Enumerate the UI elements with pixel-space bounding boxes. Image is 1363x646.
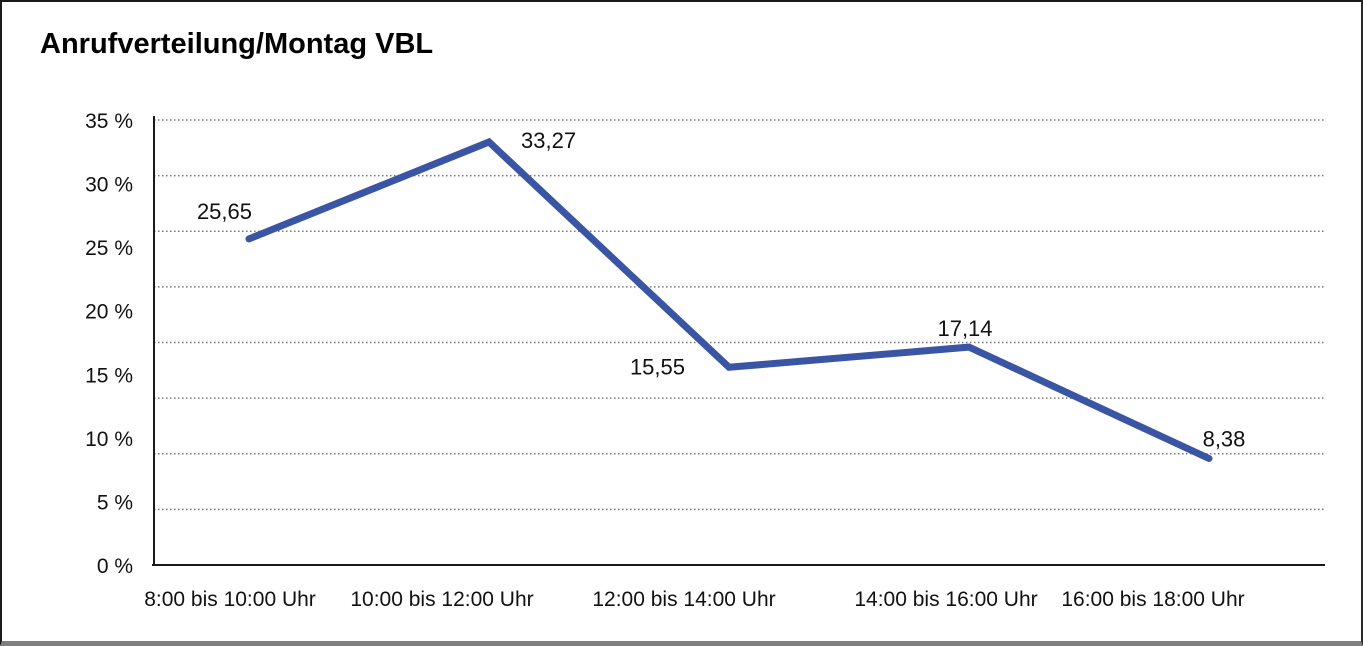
chart-title: Anrufverteilung/Montag VBL — [40, 28, 434, 60]
y-tick-label: 5 % — [97, 491, 133, 514]
y-tick-label: 0 % — [97, 555, 133, 578]
x-category-label: 8:00 bis 10:00 Uhr — [144, 588, 316, 611]
point-value-label: 8,38 — [1203, 426, 1246, 451]
y-tick-label: 15 % — [85, 364, 133, 387]
y-tick-label: 35 % — [85, 110, 133, 133]
x-category-label: 16:00 bis 18:00 Uhr — [1061, 588, 1244, 611]
point-value-label: 17,14 — [937, 316, 992, 341]
point-value-label: 15,55 — [630, 354, 685, 379]
data-line — [245, 137, 1213, 462]
y-tick-label: 20 % — [85, 301, 133, 324]
y-tick-label: 10 % — [85, 428, 133, 451]
point-value-label: 25,65 — [197, 199, 252, 224]
x-category-label: 10:00 bis 12:00 Uhr — [350, 588, 533, 611]
x-category-label: 14:00 bis 16:00 Uhr — [854, 588, 1037, 611]
y-tick-label: 25 % — [85, 237, 133, 260]
point-value-label: 33,27 — [521, 128, 576, 153]
x-category-label: 12:00 bis 14:00 Uhr — [592, 588, 775, 611]
y-tick-label: 30 % — [85, 174, 133, 197]
